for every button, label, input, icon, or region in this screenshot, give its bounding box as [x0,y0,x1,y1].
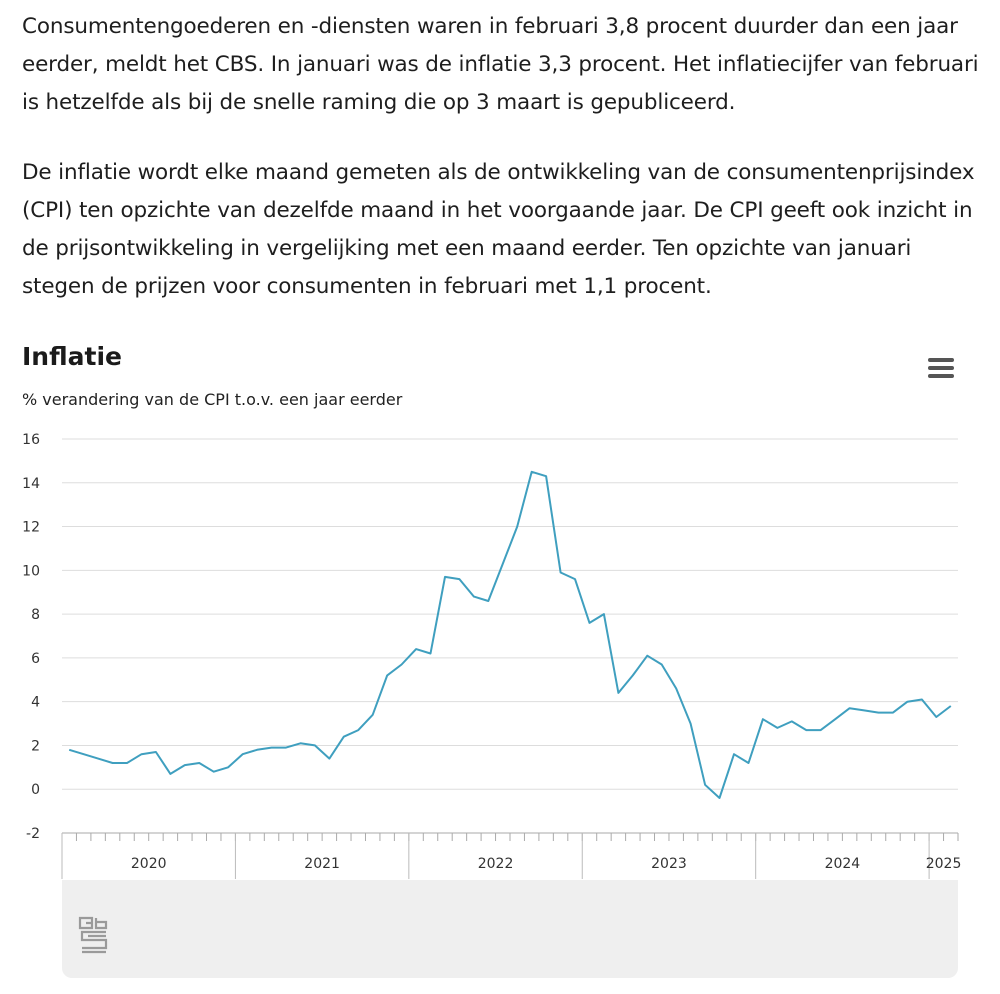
y-tick-label: 12 [22,520,40,536]
y-tick-label: 14 [22,476,40,492]
x-tick-label: 2024 [825,856,861,872]
article-text: Consumentengoederen en -diensten waren i… [22,8,987,338]
chart-subtitle: % verandering van de CPI t.o.v. een jaar… [22,390,403,409]
x-tick-label: 2021 [304,856,340,872]
y-tick-label: 4 [31,695,40,711]
chart-canvas: -2 0 2 4 6 8 10 12 14 16 2020 2021 2022 2023 2024 2025 [22,432,962,879]
x-tick-label: 2020 [131,856,167,872]
chart-title: Inflatie [22,342,122,371]
chart-footer-panel [62,880,958,978]
y-tick-label: 6 [31,651,40,667]
cbs-logo-icon [78,916,108,954]
hamburger-menu-icon [928,358,954,362]
paragraph: Consumentengoederen en -diensten waren i… [22,14,979,115]
y-tick-label: 0 [31,782,40,798]
y-tick-label: 16 [22,432,40,448]
y-tick-label: 2 [31,738,40,754]
inflation-chart: -2 0 2 4 6 8 10 12 14 16 2020 2021 2022 2023 2024 2025 … [0,340,1000,994]
y-tick-label: 8 [31,607,40,623]
x-tick-label: 2025 [926,856,962,872]
series-line [68,470,952,799]
x-tick-label: 2022 [478,856,514,872]
y-tick-label: -2 [26,826,40,842]
paragraph: De inflatie wordt elke maand gemeten als… [22,160,975,299]
x-tick-label: 2023 [651,856,687,872]
y-tick-label: 10 [22,563,40,579]
chart-menu-button[interactable] [924,358,958,384]
